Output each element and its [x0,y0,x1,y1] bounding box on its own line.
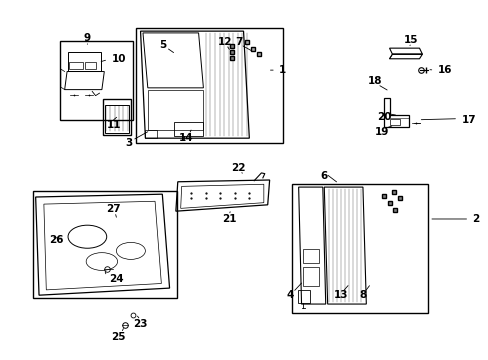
Text: 13: 13 [333,290,348,300]
Text: 7: 7 [235,37,242,47]
Text: 14: 14 [179,133,193,143]
Text: 18: 18 [367,76,382,86]
Text: 10: 10 [111,54,126,64]
Text: 26: 26 [49,235,63,245]
Bar [69,62,83,69]
Text: 21: 21 [222,214,236,224]
Text: 2: 2 [471,214,478,224]
Text: 22: 22 [231,163,245,172]
Text: 9: 9 [83,33,91,43]
Bar [104,104,129,133]
Bar [291,184,427,313]
Bar [85,62,95,69]
Bar [303,249,318,263]
Text: 5: 5 [159,40,165,50]
Bar [68,53,101,71]
Bar [297,290,309,303]
Text: 27: 27 [105,204,120,214]
Bar [60,41,133,121]
Bar [389,119,399,125]
Text: 8: 8 [359,290,366,300]
Text: 25: 25 [111,332,126,342]
Text: 16: 16 [437,65,451,75]
Text: 17: 17 [461,115,476,125]
Bar [174,122,203,136]
Text: 4: 4 [286,290,293,300]
Bar [33,192,177,298]
Text: 12: 12 [218,37,232,47]
Text: 24: 24 [109,274,123,284]
Text: 3: 3 [124,138,132,148]
Bar [303,267,318,286]
Text: 15: 15 [403,35,418,45]
Text: 1: 1 [279,65,286,75]
Text: 20: 20 [377,112,391,122]
Text: 11: 11 [106,120,121,130]
Text: 23: 23 [133,319,147,329]
Bar [103,99,131,135]
Text: 19: 19 [374,127,388,137]
Bar [136,28,283,143]
Text: 6: 6 [320,171,327,181]
